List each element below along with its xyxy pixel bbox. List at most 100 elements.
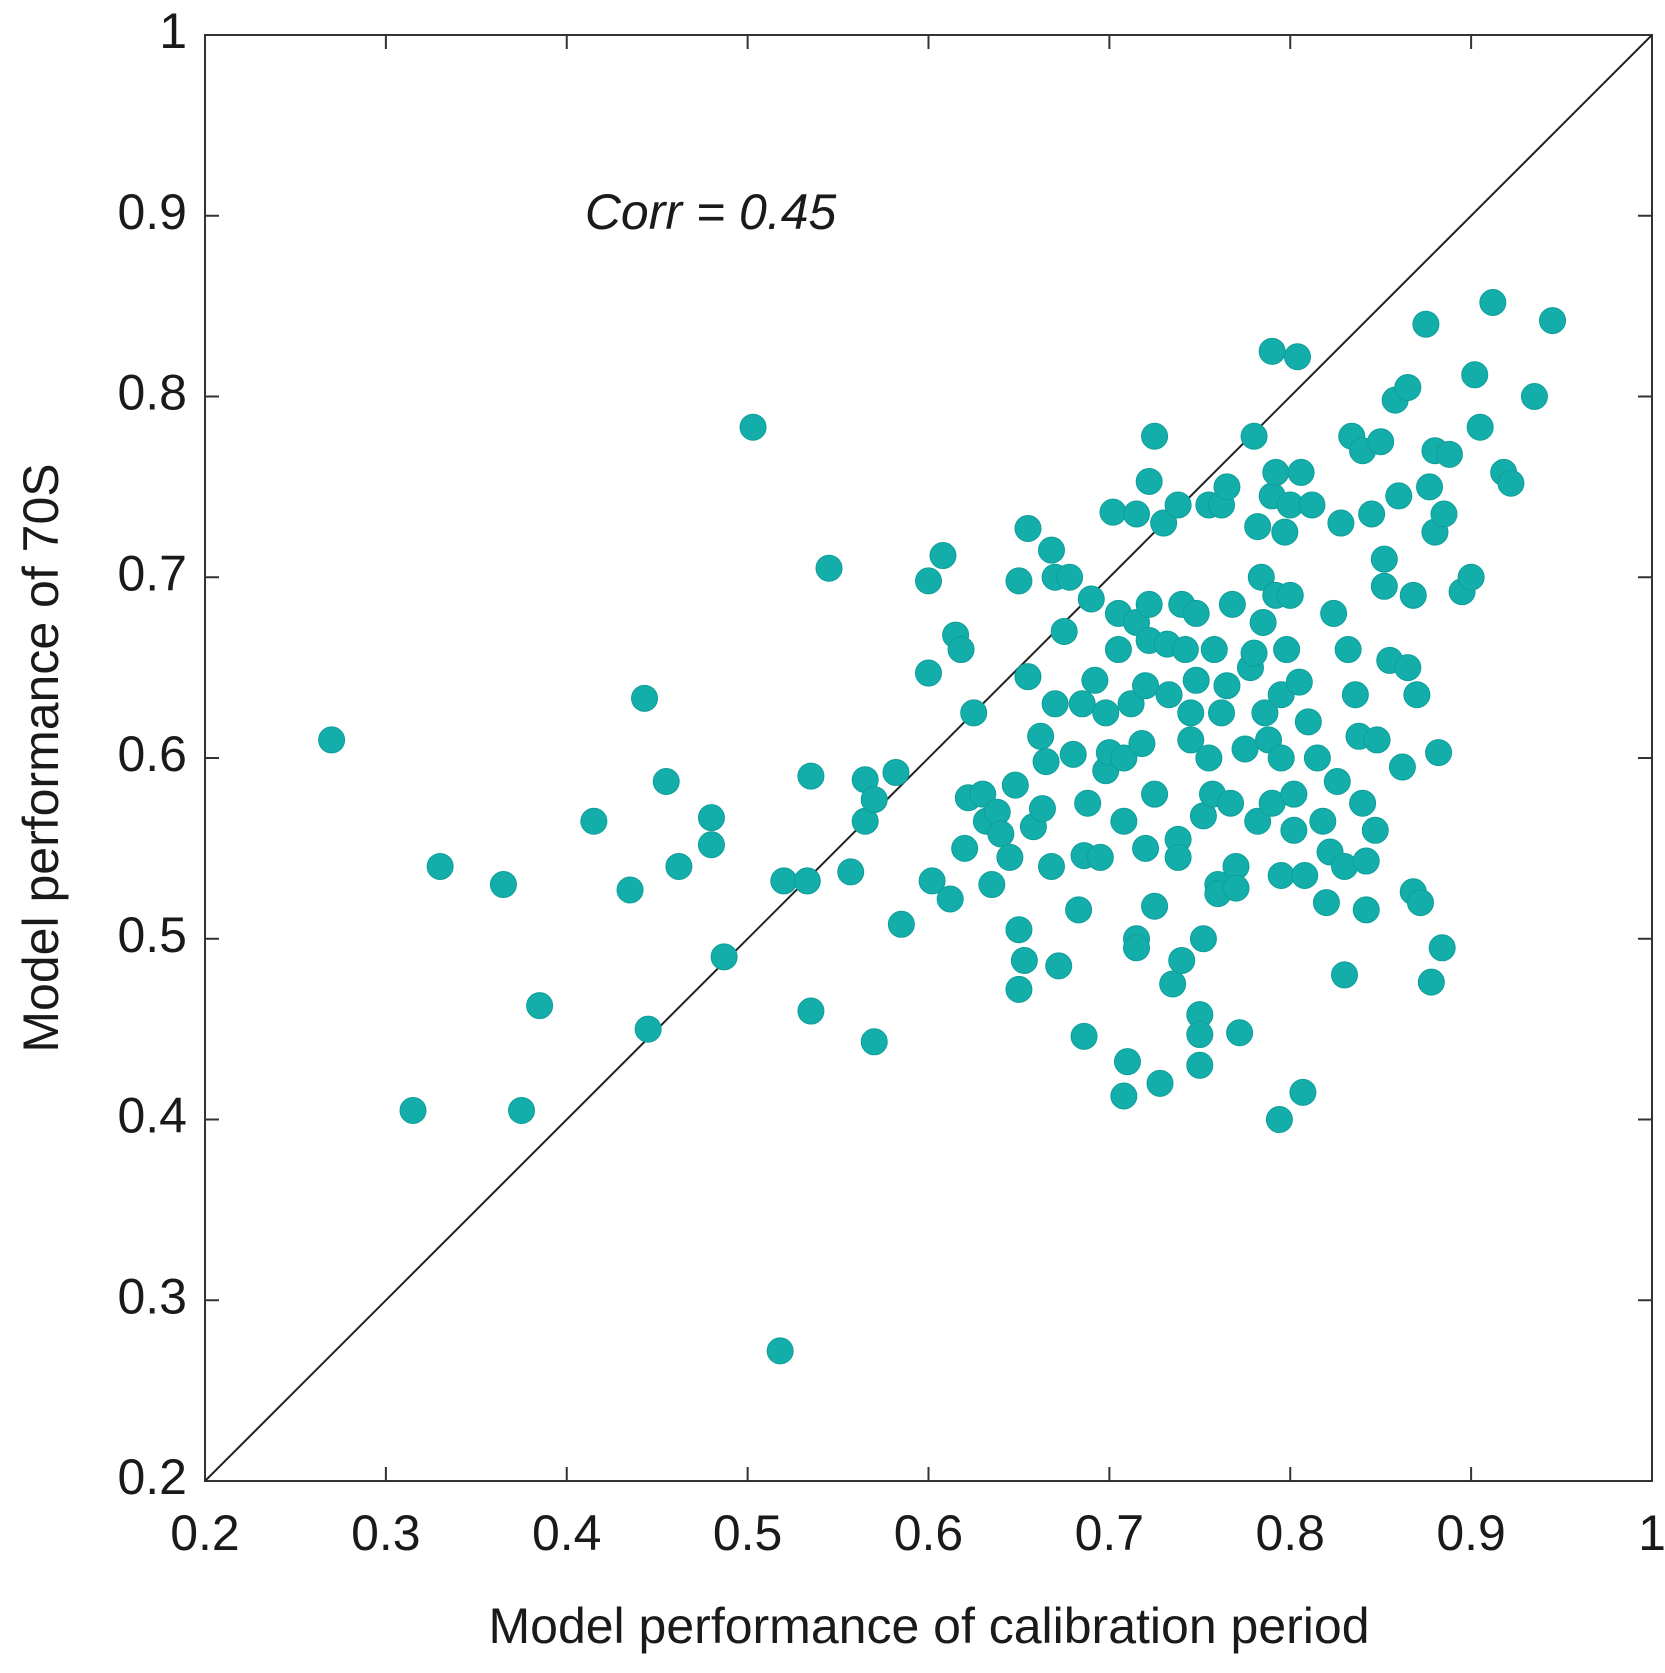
y-tick-label: 1 [159, 3, 187, 59]
point [1123, 934, 1151, 962]
x-tick-label: 0.4 [532, 1505, 602, 1561]
point [1213, 473, 1241, 501]
point [837, 858, 865, 886]
point [1086, 843, 1114, 871]
point [936, 885, 964, 913]
point [1341, 681, 1369, 709]
x-tick-label: 0.3 [351, 1505, 421, 1561]
point [797, 997, 825, 1025]
point [1164, 843, 1192, 871]
point [1276, 581, 1304, 609]
point [1417, 968, 1445, 996]
point [426, 852, 454, 880]
point [1265, 1106, 1293, 1133]
point [1218, 590, 1246, 618]
point [697, 831, 725, 859]
point [1217, 789, 1245, 817]
y-axis-label: Model performance of 70S [13, 463, 69, 1052]
point [1399, 581, 1427, 609]
point [1258, 337, 1286, 365]
point [1412, 310, 1440, 338]
point [399, 1096, 427, 1124]
point [860, 786, 888, 814]
point [1435, 440, 1463, 468]
point [1182, 666, 1210, 694]
point [1539, 307, 1567, 335]
point [1014, 663, 1042, 691]
point [1334, 636, 1362, 664]
point [1394, 373, 1422, 401]
point [1037, 852, 1065, 880]
point [1273, 636, 1301, 664]
point [887, 910, 915, 938]
point [1363, 726, 1391, 754]
point [918, 867, 946, 895]
point [1430, 500, 1458, 528]
point [815, 554, 843, 582]
point [1291, 861, 1319, 889]
point [766, 1337, 794, 1365]
point [1370, 572, 1398, 600]
point [1068, 690, 1096, 718]
point [1285, 668, 1313, 696]
point [1457, 563, 1485, 591]
point [1497, 469, 1525, 497]
point [1208, 699, 1236, 727]
point [1005, 975, 1033, 1003]
x-tick-label: 0.7 [1075, 1505, 1145, 1561]
point [1385, 482, 1413, 510]
annotation: Corr = 0.45 [585, 184, 837, 240]
point [697, 804, 725, 832]
point [739, 413, 767, 441]
point [1323, 767, 1351, 795]
point [960, 699, 988, 727]
point [1262, 458, 1290, 486]
point [882, 758, 910, 786]
point [987, 820, 1015, 848]
point [1123, 500, 1151, 528]
point [1177, 699, 1205, 727]
point [652, 767, 680, 795]
point [1406, 889, 1434, 917]
point [1010, 946, 1038, 974]
point [1231, 735, 1259, 763]
x-tick-label: 0.5 [713, 1505, 783, 1561]
point [1110, 1082, 1138, 1110]
point [1110, 744, 1138, 772]
point [1479, 289, 1507, 317]
point [634, 1015, 662, 1043]
point [1226, 1019, 1254, 1047]
point [1289, 1078, 1317, 1106]
point [1267, 744, 1295, 772]
point [1150, 509, 1178, 537]
point [1327, 509, 1355, 537]
point [1403, 681, 1431, 709]
point [1416, 473, 1444, 501]
point [1117, 690, 1145, 718]
point [1247, 563, 1275, 591]
point [580, 807, 608, 835]
point [1461, 361, 1489, 389]
point [1041, 690, 1069, 718]
point [1361, 816, 1389, 844]
point [1045, 952, 1073, 980]
point [710, 943, 738, 971]
point [665, 852, 693, 880]
point [1189, 925, 1217, 953]
point [978, 871, 1006, 899]
x-tick-label: 0.6 [894, 1505, 964, 1561]
point [1394, 654, 1422, 682]
point [1520, 383, 1548, 410]
point [1132, 834, 1160, 862]
point [1050, 617, 1078, 645]
point [1388, 753, 1416, 781]
point [1132, 672, 1160, 700]
point [1352, 896, 1380, 924]
y-tick-label: 0.4 [117, 1088, 187, 1144]
y-tick-label: 0.3 [117, 1268, 187, 1324]
point [1027, 722, 1055, 750]
point [1349, 789, 1377, 817]
point [1240, 639, 1268, 667]
x-tick-label: 0.8 [1255, 1505, 1325, 1561]
point [793, 867, 821, 895]
